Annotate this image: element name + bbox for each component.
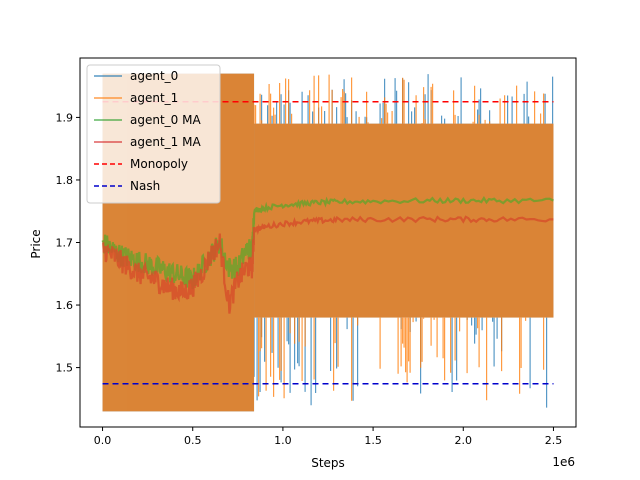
legend-label: agent_1 MA <box>130 135 201 149</box>
x-tick-label: 0.0 <box>94 434 112 447</box>
plot-area <box>101 73 554 412</box>
x-axis-label: Steps <box>311 456 345 470</box>
y-tick-label: 1.5 <box>56 362 74 375</box>
y-axis-ticks: 1.5 1.6 1.7 1.8 1.9 <box>56 111 80 375</box>
x-tick-label: 2.0 <box>455 434 473 447</box>
legend-label: Nash <box>130 179 160 193</box>
legend-label: Monopoly <box>130 157 188 171</box>
y-tick-label: 1.7 <box>56 237 74 250</box>
x-tick-label: 2.5 <box>545 434 563 447</box>
legend-label: agent_0 MA <box>130 113 201 127</box>
x-tick-label: 1.5 <box>364 434 382 447</box>
agent_1-MA-line <box>101 215 554 314</box>
y-axis-label: Price <box>29 229 43 258</box>
legend: agent_0 agent_1 agent_0 MA agent_1 MA Monopo… <box>86 64 221 204</box>
legend-box <box>86 64 221 204</box>
y-tick-label: 1.9 <box>56 111 74 124</box>
x-tick-label: 0.5 <box>184 434 202 447</box>
x-axis-offset-label: 1e6 <box>552 455 575 469</box>
y-tick-label: 1.6 <box>56 299 74 312</box>
legend-label: agent_0 <box>130 69 178 83</box>
x-axis-ticks: 0.0 0.5 1.0 1.5 2.0 2.5 <box>94 427 562 447</box>
legend-label: agent_1 <box>130 91 178 105</box>
y-tick-label: 1.8 <box>56 174 74 187</box>
x-tick-label: 1.0 <box>274 434 292 447</box>
